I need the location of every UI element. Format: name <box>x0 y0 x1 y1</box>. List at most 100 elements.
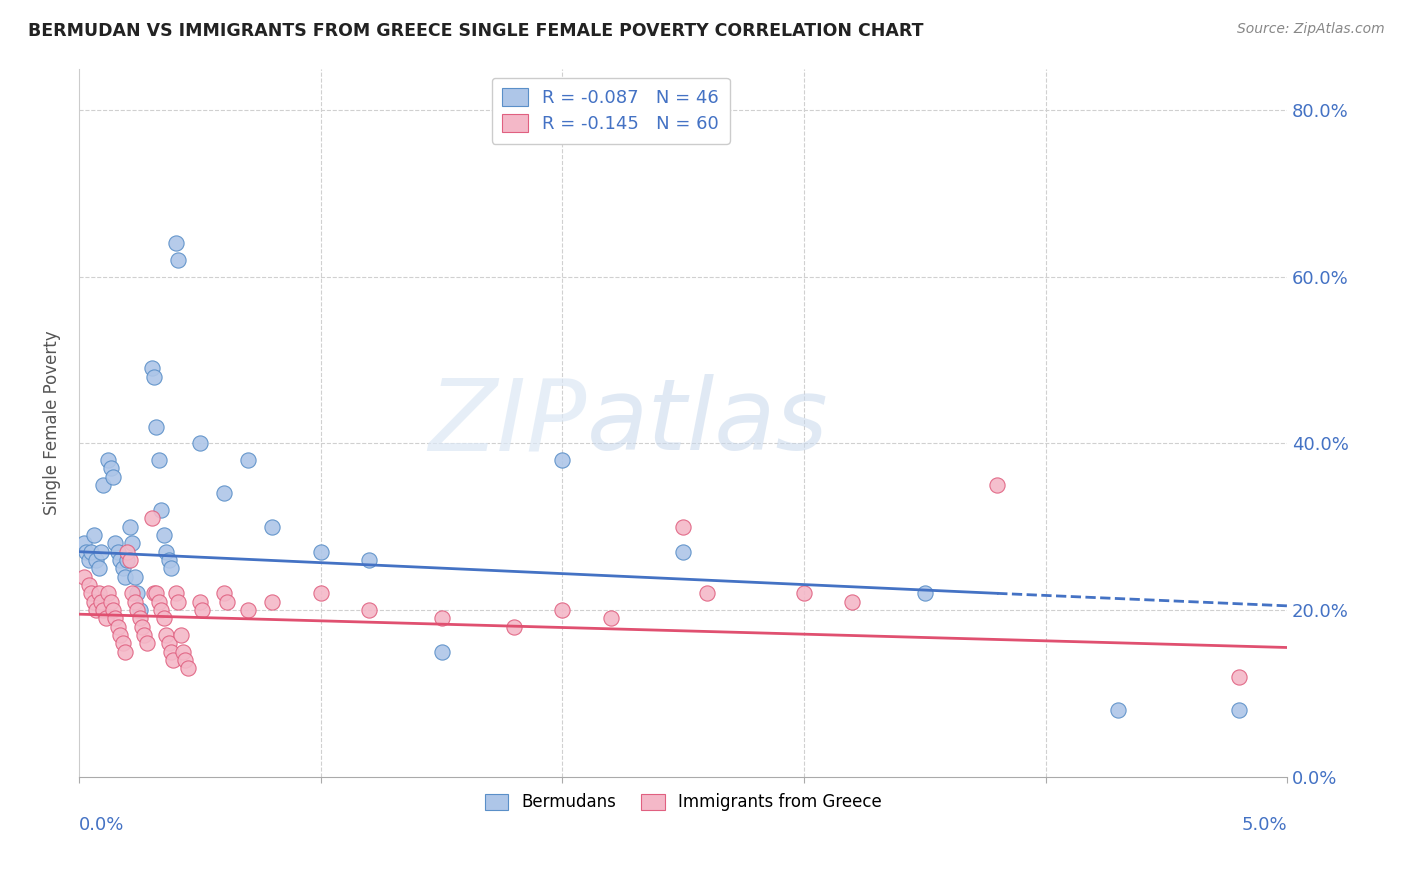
Y-axis label: Single Female Poverty: Single Female Poverty <box>44 330 60 515</box>
Point <box>155 628 177 642</box>
Point <box>110 553 132 567</box>
Point <box>430 645 453 659</box>
Point <box>90 595 112 609</box>
Point <box>80 544 103 558</box>
Point <box>551 603 574 617</box>
Point <box>127 603 149 617</box>
Point <box>127 586 149 600</box>
Point <box>100 461 122 475</box>
Point <box>77 578 100 592</box>
Point <box>1227 703 1250 717</box>
Point <box>128 611 150 625</box>
Point <box>672 544 695 558</box>
Point <box>97 453 120 467</box>
Point <box>162 653 184 667</box>
Point <box>188 436 211 450</box>
Point <box>143 369 166 384</box>
Point <box>191 603 214 617</box>
Point <box>121 536 143 550</box>
Point <box>212 486 235 500</box>
Point <box>177 661 200 675</box>
Point <box>91 478 114 492</box>
Point <box>101 603 124 617</box>
Point <box>174 653 197 667</box>
Point <box>84 603 107 617</box>
Point <box>155 544 177 558</box>
Point <box>124 570 146 584</box>
Point <box>145 419 167 434</box>
Point <box>87 561 110 575</box>
Point <box>914 586 936 600</box>
Point <box>114 570 136 584</box>
Point <box>75 544 97 558</box>
Point <box>124 595 146 609</box>
Point <box>262 595 284 609</box>
Point <box>188 595 211 609</box>
Point <box>91 603 114 617</box>
Point <box>793 586 815 600</box>
Text: 5.0%: 5.0% <box>1241 815 1286 833</box>
Point <box>107 544 129 558</box>
Point <box>87 586 110 600</box>
Text: ZIP: ZIP <box>429 374 586 471</box>
Point <box>114 645 136 659</box>
Point <box>152 611 174 625</box>
Point <box>145 586 167 600</box>
Point <box>841 595 863 609</box>
Point <box>134 628 156 642</box>
Point <box>83 528 105 542</box>
Point <box>104 536 127 550</box>
Text: BERMUDAN VS IMMIGRANTS FROM GREECE SINGLE FEMALE POVERTY CORRELATION CHART: BERMUDAN VS IMMIGRANTS FROM GREECE SINGL… <box>28 22 924 40</box>
Point <box>111 561 134 575</box>
Point <box>430 611 453 625</box>
Text: atlas: atlas <box>586 374 828 471</box>
Point <box>143 586 166 600</box>
Point <box>238 453 260 467</box>
Point <box>80 586 103 600</box>
Point <box>141 361 163 376</box>
Point <box>111 636 134 650</box>
Point <box>148 595 170 609</box>
Point <box>90 544 112 558</box>
Point <box>152 528 174 542</box>
Point <box>150 603 173 617</box>
Point <box>150 503 173 517</box>
Point <box>160 645 183 659</box>
Point <box>160 561 183 575</box>
Point <box>165 586 187 600</box>
Point <box>94 611 117 625</box>
Point <box>212 586 235 600</box>
Point <box>101 469 124 483</box>
Point <box>73 536 96 550</box>
Point <box>118 553 141 567</box>
Point <box>262 519 284 533</box>
Point <box>135 636 157 650</box>
Point <box>77 553 100 567</box>
Point <box>100 595 122 609</box>
Legend: Bermudans, Immigrants from Greece: Bermudans, Immigrants from Greece <box>478 787 889 818</box>
Point <box>238 603 260 617</box>
Point <box>83 595 105 609</box>
Point <box>357 553 380 567</box>
Text: Source: ZipAtlas.com: Source: ZipAtlas.com <box>1237 22 1385 37</box>
Point <box>157 553 180 567</box>
Point <box>986 478 1008 492</box>
Point <box>1227 670 1250 684</box>
Point <box>128 603 150 617</box>
Point <box>357 603 380 617</box>
Point <box>110 628 132 642</box>
Point <box>131 620 153 634</box>
Point <box>121 586 143 600</box>
Point <box>104 611 127 625</box>
Point <box>309 544 332 558</box>
Point <box>73 570 96 584</box>
Point <box>1107 703 1129 717</box>
Point <box>599 611 621 625</box>
Point <box>169 628 191 642</box>
Point <box>117 544 139 558</box>
Point <box>148 453 170 467</box>
Point <box>215 595 238 609</box>
Point <box>309 586 332 600</box>
Point <box>167 253 190 268</box>
Point <box>165 236 187 251</box>
